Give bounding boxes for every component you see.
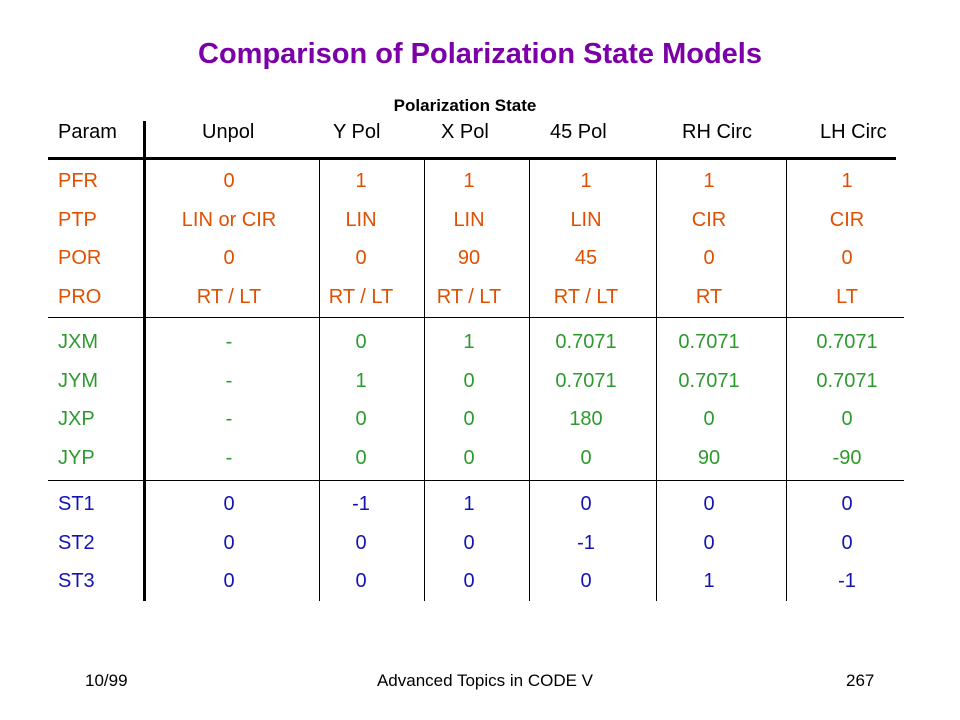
table-cell: 1 — [463, 493, 475, 515]
table-cell: - — [225, 408, 233, 430]
table-cell: 0 — [355, 570, 367, 592]
header-param: Param — [58, 121, 117, 143]
table-cell: 1 — [841, 170, 853, 192]
table-cell: 0 — [703, 531, 715, 554]
table-cell: 0 — [355, 408, 367, 430]
table-cell: RT / LT — [553, 285, 619, 308]
header-lh-circ: LH Circ — [820, 121, 887, 143]
table-cell: 1 — [463, 170, 475, 192]
table-cell: LT — [836, 285, 858, 308]
table-cell: 1 — [703, 570, 715, 592]
table-cell: 0 — [223, 493, 235, 515]
table-cell: 0 — [841, 408, 853, 430]
page-title: Comparison of Polarization State Models — [198, 38, 762, 70]
table-cell: - — [225, 446, 233, 469]
table-subtitle: Polarization State — [393, 96, 537, 115]
table-cell: 90 — [457, 247, 481, 269]
table-cell: 0.7071 — [816, 369, 878, 392]
param-name-cell: ST1 — [58, 493, 95, 515]
table-cell: CIR — [829, 208, 865, 231]
table-cell: 0 — [580, 493, 592, 515]
table-cell: -1 — [838, 570, 856, 592]
param-name-cell: JXM — [58, 331, 98, 353]
param-name-cell: PFR — [58, 170, 98, 192]
table-cell: 0 — [703, 247, 715, 269]
header-rh-circ: RH Circ — [682, 121, 752, 143]
param-name-cell: PRO — [58, 285, 102, 308]
param-name-cell: JXP — [58, 408, 95, 430]
table-cell: RT / LT — [436, 285, 502, 308]
table-cell: RT / LT — [328, 285, 394, 308]
table-cell: 0.7071 — [678, 331, 740, 353]
table-cell: 0.7071 — [816, 331, 878, 353]
param-name-cell: JYM — [58, 369, 98, 392]
header-45-pol: 45 Pol — [550, 121, 607, 143]
table-cell: LIN or CIR — [181, 208, 277, 231]
column-rule — [786, 160, 787, 601]
table-cell: -90 — [832, 446, 862, 469]
table-cell: 0 — [841, 493, 853, 515]
table-cell: 0 — [355, 331, 367, 353]
footer-page-number: 267 — [846, 671, 875, 690]
table-cell: 0 — [703, 408, 715, 430]
table-cell: 0 — [580, 446, 592, 469]
table-cell: 0 — [703, 493, 715, 515]
column-rule — [424, 160, 425, 601]
table-cell: 0 — [463, 531, 475, 554]
table-cell: LIN — [345, 208, 377, 231]
table-cell: 90 — [697, 446, 721, 469]
param-name-cell: PTP — [58, 208, 97, 231]
table-cell: 1 — [355, 170, 367, 192]
table-cell: 0 — [355, 446, 367, 469]
header-y-pol: Y Pol — [333, 121, 381, 143]
table-cell: -1 — [352, 493, 370, 515]
table-cell: 180 — [569, 408, 603, 430]
table-cell: LIN — [453, 208, 485, 231]
param-column-rule — [143, 121, 146, 601]
group-divider-2 — [48, 480, 904, 481]
header-unpol: Unpol — [202, 121, 255, 143]
column-rule — [529, 160, 530, 601]
param-name-cell: ST3 — [58, 570, 95, 592]
column-rule — [656, 160, 657, 601]
header-x-pol: X Pol — [441, 121, 489, 143]
footer-title: Advanced Topics in CODE V — [376, 671, 594, 690]
group-divider-1 — [48, 317, 904, 318]
table-cell: 1 — [355, 369, 367, 392]
table-cell: 0 — [841, 531, 853, 554]
column-rule — [319, 160, 320, 601]
table-cell: 0 — [223, 170, 235, 192]
table-cell: 0 — [355, 531, 367, 554]
table-cell: RT / LT — [196, 285, 262, 308]
table-cell: 1 — [463, 331, 475, 353]
table-cell: LIN — [570, 208, 602, 231]
table-cell: 0 — [580, 570, 592, 592]
table-cell: 0 — [355, 247, 367, 269]
table-cell: -1 — [577, 531, 595, 554]
table-cell: RT — [695, 285, 723, 308]
table-cell: 0.7071 — [555, 331, 617, 353]
table-cell: 1 — [580, 170, 592, 192]
table-cell: 0 — [223, 531, 235, 554]
table-cell: 0 — [463, 369, 475, 392]
table-cell: 0.7071 — [678, 369, 740, 392]
table-cell: - — [225, 331, 233, 353]
param-name-cell: ST2 — [58, 531, 95, 554]
table-cell: 0 — [223, 570, 235, 592]
param-name-cell: POR — [58, 247, 102, 269]
header-rule — [48, 157, 896, 160]
param-name-cell: JYP — [58, 446, 95, 469]
table-cell: - — [225, 369, 233, 392]
table-cell: 0 — [463, 408, 475, 430]
table-cell: 0 — [223, 247, 235, 269]
table-cell: CIR — [691, 208, 727, 231]
table-cell: 0 — [463, 446, 475, 469]
table-cell: 45 — [574, 247, 598, 269]
table-cell: 0.7071 — [555, 369, 617, 392]
table-cell: 1 — [703, 170, 715, 192]
footer-date: 10/99 — [85, 671, 128, 690]
table-cell: 0 — [841, 247, 853, 269]
table-cell: 0 — [463, 570, 475, 592]
